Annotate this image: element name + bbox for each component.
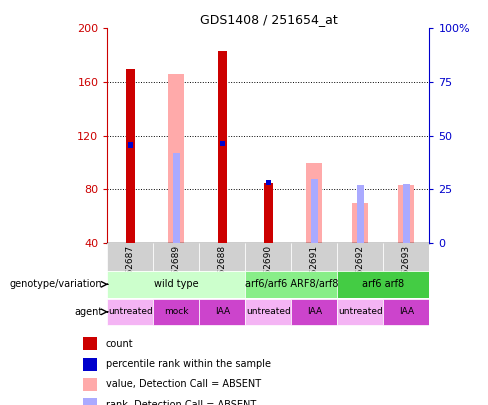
Text: genotype/variation: genotype/variation xyxy=(10,279,102,289)
Text: wild type: wild type xyxy=(154,279,199,289)
Bar xyxy=(337,271,429,298)
Text: arf6/arf6 ARF8/arf8: arf6/arf6 ARF8/arf8 xyxy=(244,279,338,289)
Bar xyxy=(220,141,224,147)
Bar xyxy=(352,203,368,243)
Text: IAA: IAA xyxy=(307,307,322,316)
Title: GDS1408 / 251654_at: GDS1408 / 251654_at xyxy=(200,13,337,26)
Bar xyxy=(245,271,337,298)
Bar xyxy=(173,153,180,243)
Bar xyxy=(357,185,364,243)
Bar xyxy=(245,243,291,271)
Text: mock: mock xyxy=(164,307,189,316)
Bar xyxy=(107,298,153,325)
Text: GSM62688: GSM62688 xyxy=(218,245,227,294)
Bar xyxy=(107,271,245,298)
Bar xyxy=(126,68,135,243)
Text: GSM62690: GSM62690 xyxy=(264,245,273,294)
Bar xyxy=(153,243,200,271)
Text: value, Detection Call = ABSENT: value, Detection Call = ABSENT xyxy=(106,379,261,389)
Text: untreated: untreated xyxy=(108,307,153,316)
Text: untreated: untreated xyxy=(246,307,291,316)
Bar xyxy=(200,243,245,271)
Bar xyxy=(153,298,200,325)
Bar xyxy=(291,243,337,271)
Bar xyxy=(128,143,133,148)
Bar xyxy=(311,179,318,243)
Bar xyxy=(83,337,98,350)
Text: arf6 arf8: arf6 arf8 xyxy=(363,279,405,289)
Bar xyxy=(266,180,271,185)
Bar xyxy=(107,243,153,271)
Bar xyxy=(291,298,337,325)
Bar xyxy=(306,162,323,243)
Bar xyxy=(245,298,291,325)
Text: GSM62687: GSM62687 xyxy=(126,245,135,294)
Text: percentile rank within the sample: percentile rank within the sample xyxy=(106,359,271,369)
Text: GSM62689: GSM62689 xyxy=(172,245,181,294)
Text: GSM62691: GSM62691 xyxy=(310,245,319,294)
Text: count: count xyxy=(106,339,133,349)
Text: rank, Detection Call = ABSENT: rank, Detection Call = ABSENT xyxy=(106,400,256,405)
Bar xyxy=(218,51,226,243)
Bar xyxy=(83,358,98,371)
Bar xyxy=(337,243,384,271)
Bar xyxy=(337,298,384,325)
Text: IAA: IAA xyxy=(399,307,414,316)
Text: GSM62692: GSM62692 xyxy=(356,245,365,294)
Bar xyxy=(168,74,184,243)
Text: GSM62693: GSM62693 xyxy=(402,245,411,294)
Bar xyxy=(384,243,429,271)
Text: IAA: IAA xyxy=(215,307,230,316)
Text: untreated: untreated xyxy=(338,307,383,316)
Bar xyxy=(398,185,414,243)
Text: agent: agent xyxy=(74,307,102,317)
Bar xyxy=(83,398,98,405)
Bar xyxy=(264,183,272,243)
Bar xyxy=(403,184,410,243)
Bar xyxy=(384,298,429,325)
Bar xyxy=(83,378,98,391)
Bar xyxy=(200,298,245,325)
